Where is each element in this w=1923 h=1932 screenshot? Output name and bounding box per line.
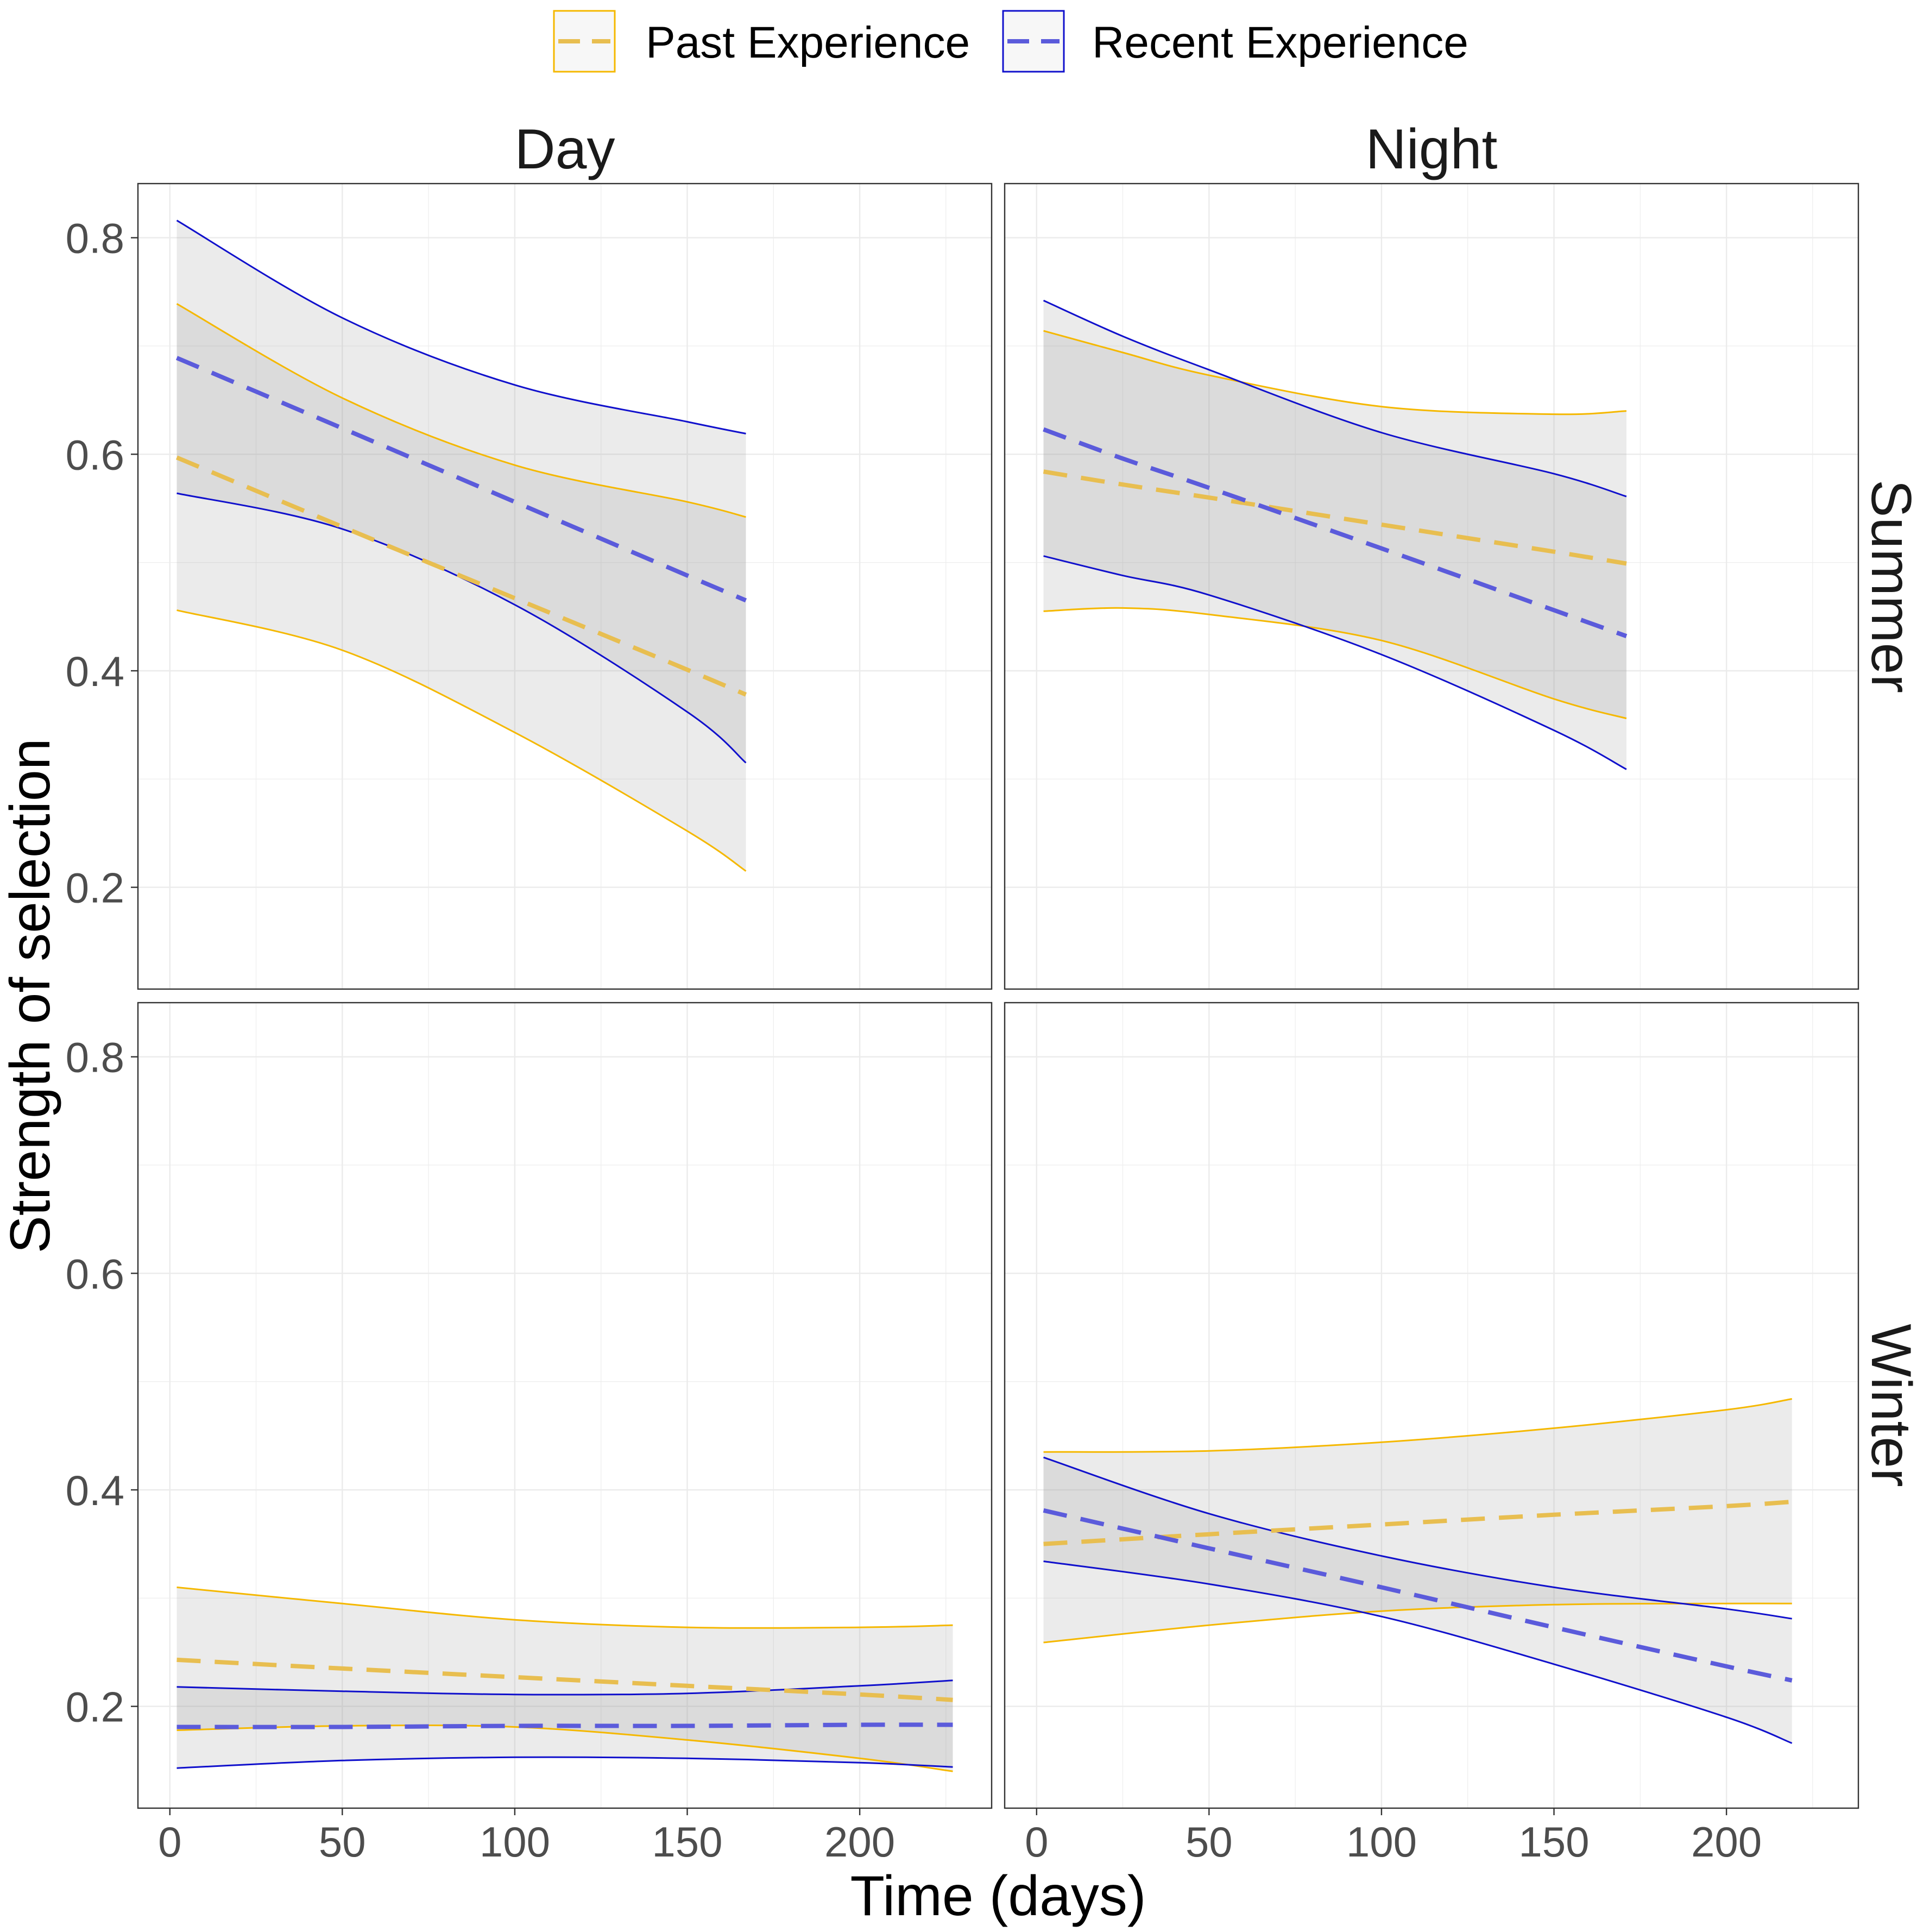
panel-border <box>1004 1002 1859 1809</box>
legend: Past Experience Recent Experience <box>553 10 1468 73</box>
ci-upper-line-past-experience <box>1043 330 1626 416</box>
estimate-line-recent-experience <box>1043 427 1628 638</box>
ci-upper-line-past-experience <box>1043 1398 1792 1453</box>
ci-upper-line-past-experience <box>176 303 746 518</box>
y-tick-label: 0.2 <box>66 864 124 912</box>
x-tick-label: 100 <box>480 1818 550 1866</box>
ci-lower-line-recent-experience <box>1043 555 1627 770</box>
ci-upper-line-recent-experience <box>176 1679 953 1696</box>
strip-label-night: Night <box>1366 118 1498 181</box>
panel-border <box>137 1002 993 1809</box>
ci-lower-line-recent-experience <box>176 492 747 764</box>
panel-day-summer: 0.2 0.4 0.6 0.8 <box>66 182 993 990</box>
estimate-line-recent-experience <box>1043 1508 1793 1683</box>
ci-ribbon-recent-experience <box>1043 1457 1792 1744</box>
strip-label-day: Day <box>515 118 615 181</box>
panel-day-winter: 0.2 0.4 0.6 0.8 0 50 100 150 200 <box>66 1002 993 1866</box>
estimate-line-recent-experience <box>175 356 747 603</box>
y-tick-label: 0.6 <box>66 1250 124 1298</box>
panel-background <box>138 184 992 989</box>
ci-ribbon-past-experience <box>176 304 746 871</box>
y-axis-title: Strength of selection <box>0 738 62 1253</box>
y-tick-label: 0.8 <box>66 1034 124 1081</box>
ci-upper-line-recent-experience <box>1043 1456 1792 1620</box>
estimate-line-past-experience <box>176 1657 953 1702</box>
panel-border <box>137 182 993 990</box>
ci-ribbon-past-experience <box>1043 331 1626 719</box>
ci-lower-line-past-experience <box>1043 1602 1792 1644</box>
ci-lower-line-past-experience <box>1043 607 1627 720</box>
y-tick-label: 0.4 <box>66 1467 124 1514</box>
panel-background <box>1005 184 1858 989</box>
panel-background <box>1005 1003 1858 1808</box>
x-tick-label: 150 <box>1518 1818 1589 1866</box>
x-tick-label: 200 <box>1691 1818 1762 1866</box>
ci-lower-line-past-experience <box>176 609 747 872</box>
ci-upper-line-recent-experience <box>1043 299 1627 498</box>
y-tick-label: 0.4 <box>66 647 124 695</box>
panel-night-winter: 0 50 100 150 200 <box>1004 1002 1859 1866</box>
y-tick-label: 0.8 <box>66 215 124 262</box>
ci-upper-line-past-experience <box>176 1586 953 1629</box>
estimate-line-past-experience <box>1043 1499 1792 1546</box>
x-tick-label: 100 <box>1346 1818 1417 1866</box>
ci-lower-line-recent-experience <box>1043 1560 1793 1744</box>
ci-ribbon-past-experience <box>1043 1399 1792 1642</box>
x-tick-label: 50 <box>1186 1818 1233 1866</box>
strip-label-summer: Summer <box>1859 480 1922 693</box>
legend-label-recent-experience: Recent Experience <box>1092 18 1468 67</box>
y-tick-label: 0.6 <box>66 431 124 479</box>
legend-item-recent-experience: Recent Experience <box>1002 10 1468 73</box>
ci-lower-line-recent-experience <box>176 1756 953 1769</box>
ci-upper-line-recent-experience <box>176 219 746 435</box>
ci-ribbon-recent-experience <box>1043 300 1626 770</box>
x-tick-label: 0 <box>1025 1818 1048 1866</box>
ci-ribbon-recent-experience <box>176 220 746 763</box>
estimate-line-recent-experience <box>176 1722 953 1729</box>
estimate-line-past-experience <box>175 455 747 697</box>
panels: 0.2 0.4 0.6 0.8 0.2 0.4 0.6 0.8 0 50 100 150 200 0 50 1… <box>66 182 1859 1866</box>
legend-label-past-experience: Past Experience <box>646 18 970 67</box>
x-tick-label: 50 <box>319 1818 366 1866</box>
x-tick-label: 200 <box>824 1818 895 1866</box>
panel-background <box>138 1003 992 1808</box>
x-axis-title: Time (days) <box>850 1865 1146 1928</box>
x-tick-label: 0 <box>158 1818 181 1866</box>
strip-label-winter: Winter <box>1859 1324 1922 1487</box>
panel-night-summer <box>1004 182 1859 990</box>
estimate-line-past-experience <box>1043 469 1627 566</box>
x-tick-label: 150 <box>652 1818 722 1866</box>
panel-border <box>1004 182 1859 990</box>
y-tick-label: 0.2 <box>66 1683 124 1731</box>
legend-item-past-experience: Past Experience <box>553 10 970 73</box>
